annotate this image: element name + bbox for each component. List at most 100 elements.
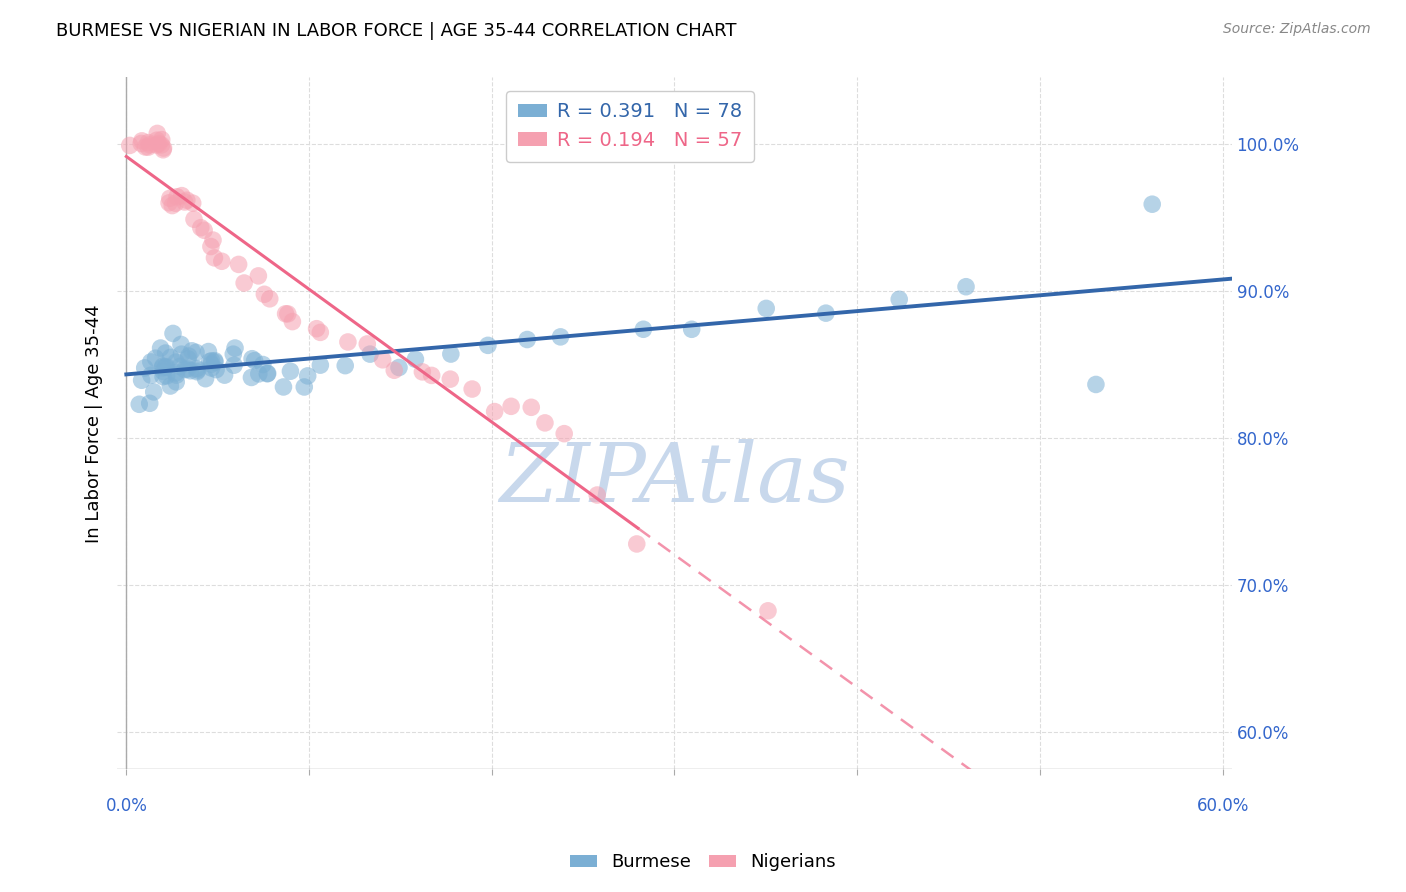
Point <box>1084 377 1107 392</box>
Point <box>169 359 191 374</box>
Point <box>149 341 172 355</box>
Point <box>228 257 250 271</box>
Point <box>162 326 184 341</box>
Point <box>152 359 174 373</box>
Point <box>145 351 167 366</box>
Point <box>184 345 207 359</box>
Point <box>233 276 256 290</box>
Point <box>150 360 173 375</box>
Point <box>170 337 193 351</box>
Point <box>256 367 278 381</box>
Text: Source: ZipAtlas.com: Source: ZipAtlas.com <box>1223 22 1371 37</box>
Point <box>159 191 181 205</box>
Point <box>252 358 274 372</box>
Point <box>626 537 648 551</box>
Point <box>382 363 405 377</box>
Text: ZIPAtlas: ZIPAtlas <box>499 439 849 518</box>
Point <box>309 326 332 340</box>
Point <box>159 351 181 365</box>
Point <box>179 364 201 378</box>
Point <box>136 140 159 154</box>
Point <box>134 360 156 375</box>
Point <box>440 347 463 361</box>
Point <box>461 382 484 396</box>
Point <box>247 367 270 381</box>
Point <box>186 365 208 379</box>
Point <box>155 360 177 375</box>
Point <box>165 375 187 389</box>
Point <box>160 198 183 212</box>
Point <box>297 368 319 383</box>
Point <box>150 138 173 153</box>
Point <box>152 369 174 384</box>
Point <box>359 347 381 361</box>
Point <box>159 379 181 393</box>
Point <box>204 355 226 369</box>
Point <box>139 396 162 410</box>
Point <box>371 352 394 367</box>
Point <box>273 380 295 394</box>
Point <box>586 488 609 502</box>
Point <box>889 293 911 307</box>
Point <box>477 338 499 352</box>
Point <box>145 138 167 153</box>
Point <box>955 279 977 293</box>
Legend: Burmese, Nigerians: Burmese, Nigerians <box>562 847 844 879</box>
Point <box>136 136 159 150</box>
Text: 60.0%: 60.0% <box>1197 797 1249 814</box>
Point <box>131 373 153 387</box>
Point <box>253 287 276 301</box>
Point <box>186 361 208 376</box>
Point <box>553 426 575 441</box>
Point <box>129 136 152 151</box>
Point <box>131 134 153 148</box>
Point <box>165 366 187 380</box>
Point <box>139 355 162 369</box>
Point <box>755 301 778 316</box>
Point <box>550 330 572 344</box>
Point <box>280 364 302 378</box>
Point <box>152 364 174 378</box>
Point <box>146 127 169 141</box>
Point <box>165 196 187 211</box>
Point <box>259 292 281 306</box>
Point <box>152 141 174 155</box>
Point <box>183 212 205 227</box>
Point <box>439 372 461 386</box>
Point <box>198 354 221 368</box>
Point <box>756 604 779 618</box>
Point <box>222 358 245 372</box>
Point <box>205 362 228 376</box>
Point <box>146 133 169 147</box>
Point <box>404 352 426 367</box>
Point <box>247 268 270 283</box>
Point <box>204 251 226 265</box>
Point <box>534 416 557 430</box>
Point <box>155 368 177 383</box>
Point <box>166 190 188 204</box>
Point <box>292 380 315 394</box>
Point <box>201 354 224 368</box>
Point <box>277 307 299 321</box>
Point <box>222 347 245 361</box>
Point <box>501 400 523 414</box>
Point <box>157 195 180 210</box>
Point <box>193 223 215 237</box>
Point <box>174 362 197 376</box>
Point <box>180 343 202 358</box>
Point <box>187 363 209 377</box>
Point <box>240 370 263 384</box>
Point <box>204 353 226 368</box>
Legend: R = 0.391   N = 78, R = 0.194   N = 57: R = 0.391 N = 78, R = 0.194 N = 57 <box>506 91 754 161</box>
Point <box>173 194 195 209</box>
Y-axis label: In Labor Force | Age 35-44: In Labor Force | Age 35-44 <box>86 304 103 542</box>
Point <box>170 347 193 361</box>
Point <box>177 351 200 366</box>
Point <box>142 384 165 399</box>
Point <box>176 362 198 376</box>
Point <box>814 306 837 320</box>
Point <box>165 355 187 369</box>
Point <box>200 361 222 376</box>
Point <box>128 397 150 411</box>
Point <box>200 239 222 253</box>
